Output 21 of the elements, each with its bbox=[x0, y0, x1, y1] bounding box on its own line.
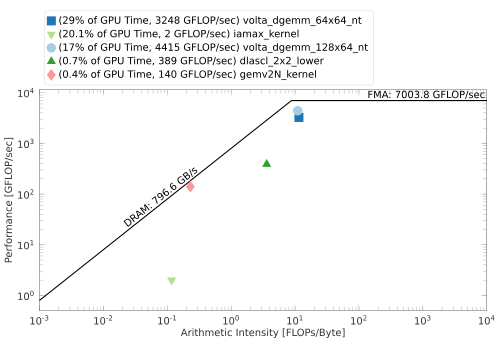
legend-label: (29% of GPU Time, 3248 GFLOP/sec) volta_dgemm_64x64_nt bbox=[59, 16, 362, 26]
legend-label: (0.4% of GPU Time, 140 GFLOP/sec) gemv2N_kernel bbox=[59, 70, 316, 80]
x-tick-label: 10$^{-3}$ bbox=[30, 315, 48, 324]
legend-label: (17% of GPU Time, 4415 GFLOP/sec) volta_dgemm_128x64_nt bbox=[59, 42, 368, 53]
x-tick-label: 10$^{3}$ bbox=[415, 315, 430, 324]
x-tick-label: 10$^{2}$ bbox=[351, 315, 366, 324]
x-tick-label: 10$^{-1}$ bbox=[158, 315, 176, 324]
y-axis-title: Performance [GFLOP/sec] bbox=[4, 138, 14, 262]
x-axis-title: Arithmetic Intensity [FLOPs/Byte] bbox=[180, 328, 345, 338]
x-tick-label: 10$^{0}$ bbox=[223, 315, 239, 324]
annotation: FMA: 7003.8 GFLOP/sec bbox=[368, 90, 485, 99]
y-tick-label: 10$^{3}$ bbox=[18, 138, 34, 148]
y-tick-label: 10$^{2}$ bbox=[18, 189, 34, 199]
y-tick-label: 10$^{1}$ bbox=[18, 240, 34, 250]
legend-label: (20.1% of GPU Time, 2 GFLOP/sec) iamax_kernel bbox=[59, 29, 298, 40]
x-tick-label: 10$^{4}$ bbox=[478, 315, 495, 324]
x-tick-label: 10$^{-2}$ bbox=[94, 315, 112, 324]
y-tick-label: 10$^{0}$ bbox=[18, 290, 34, 300]
legend-label: (0.7% of GPU Time, 389 GFLOP/sec) dlascl_2x2_lower bbox=[59, 56, 324, 66]
x-tick-label: 10$^{1}$ bbox=[287, 315, 303, 324]
y-tick-label: 10$^{4}$ bbox=[18, 88, 34, 98]
